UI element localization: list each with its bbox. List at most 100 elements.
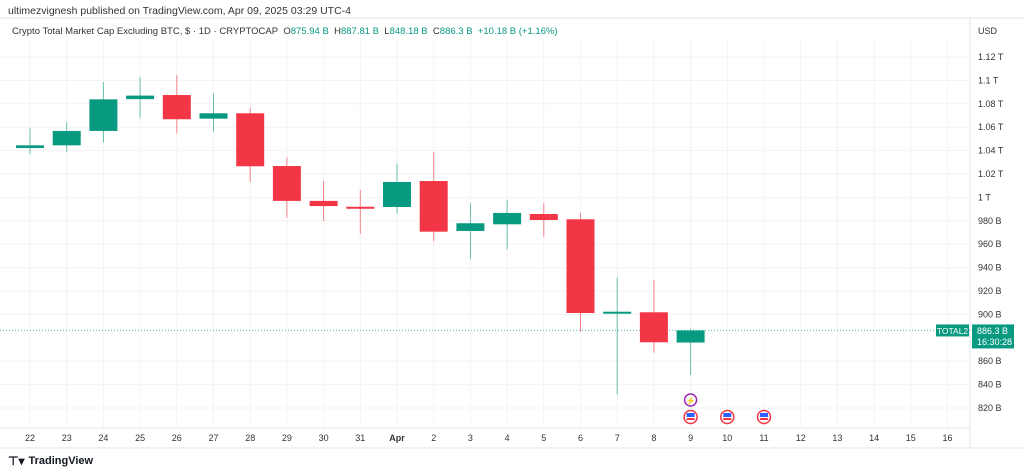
y-tick-label: 840 B [978, 380, 1002, 390]
y-tick-label: 900 B [978, 309, 1002, 319]
candle [199, 93, 228, 132]
symbol-tag-label: TOTAL2 [937, 326, 969, 336]
y-tick-label: 1.04 T [978, 146, 1004, 156]
candle-body [236, 113, 265, 167]
flag-canton [723, 413, 732, 417]
y-tick-label: 1.1 T [978, 75, 999, 85]
x-tick-label: 10 [722, 433, 732, 443]
candle-body [456, 223, 485, 231]
y-tick-label: 1.06 T [978, 122, 1004, 132]
x-tick-label: 22 [25, 433, 35, 443]
candle [419, 152, 448, 242]
close-value: 886.3 B [439, 26, 473, 37]
x-tick-label: 14 [869, 433, 879, 443]
flag-stripe [723, 418, 732, 420]
open-value: 875.94 B [290, 26, 329, 37]
x-tick-label: 25 [135, 433, 145, 443]
close-label: C [432, 26, 440, 37]
candle [676, 328, 705, 376]
x-tick-label: 28 [245, 433, 255, 443]
publish-info: ultimezvignesh published on TradingView.… [8, 5, 352, 17]
candle [346, 190, 375, 234]
candle-body [309, 200, 338, 207]
candle-body [383, 181, 411, 207]
x-tick-label: Apr [389, 433, 405, 443]
x-tick-label: 3 [468, 433, 473, 443]
candle-body [162, 95, 191, 120]
x-tick-label: 2 [431, 433, 436, 443]
candle-body [529, 214, 558, 220]
candle [89, 82, 118, 143]
candle [529, 203, 558, 237]
brand-name: TradingView [28, 455, 94, 467]
y-tick-label: 820 B [978, 403, 1002, 413]
candle [236, 107, 265, 182]
x-tick-label: 26 [172, 433, 182, 443]
candle-body [639, 312, 668, 343]
y-tick-label: 980 B [978, 216, 1002, 226]
candle-body [126, 95, 155, 100]
low-value: 848.18 B [389, 26, 428, 37]
x-tick-label: 24 [98, 433, 108, 443]
y-tick-label: 960 B [978, 239, 1002, 249]
candle-body [199, 113, 228, 119]
candle-body [566, 219, 595, 313]
tradingview-footer[interactable]: ⊤▾ TradingView [8, 454, 93, 468]
change-value: +10.18 B (+1.16%) [477, 26, 558, 37]
x-tick-label: 30 [319, 433, 329, 443]
candle [309, 181, 338, 222]
price-tag [972, 324, 1014, 349]
flag-stripe [686, 418, 695, 420]
legend-title: Crypto Total Market Cap Excluding BTC, $… [12, 26, 279, 37]
x-tick-label: 8 [651, 433, 656, 443]
candle [456, 203, 485, 259]
x-tick-label: 7 [615, 433, 620, 443]
y-tick-label: 920 B [978, 286, 1002, 296]
candle [639, 280, 668, 353]
candle-body [419, 181, 448, 232]
y-tick-label: 860 B [978, 356, 1002, 366]
flag-stripe [760, 418, 768, 420]
price-tag-countdown: 16:30:28 [977, 337, 1012, 347]
x-tick-label: 15 [906, 433, 916, 443]
candle [16, 128, 44, 155]
candle [126, 77, 155, 118]
candle-body [52, 130, 81, 146]
candle-body [603, 311, 632, 314]
candle [272, 157, 301, 218]
y-tick-label: 1.02 T [978, 169, 1004, 179]
x-tick-label: 4 [505, 433, 510, 443]
candle-body [272, 166, 301, 201]
open-label: O [283, 26, 291, 37]
high-label: H [334, 26, 341, 37]
y-tick-label: 1.08 T [978, 99, 1004, 109]
x-tick-label: 9 [688, 433, 693, 443]
x-tick-label: 13 [832, 433, 842, 443]
y-tick-label: 1 T [978, 192, 991, 202]
currency-label[interactable]: USD [978, 26, 998, 36]
y-tick-label: 940 B [978, 263, 1002, 273]
candle-body [676, 330, 705, 343]
x-tick-label: 23 [62, 433, 72, 443]
candle [493, 200, 522, 250]
candle-body [346, 206, 375, 209]
candle [566, 212, 595, 332]
candle [383, 163, 411, 214]
tradingview-logo-icon: ⊤▾ [8, 454, 25, 468]
x-tick-label: 16 [942, 433, 952, 443]
low-label: L [384, 26, 390, 37]
x-tick-label: 29 [282, 433, 292, 443]
lightning-glyph: ⚡ [686, 396, 696, 406]
x-tick-label: 11 [759, 433, 768, 443]
x-tick-label: 6 [578, 433, 583, 443]
price-tag-value: 886.3 B [977, 326, 1008, 336]
x-tick-label: 31 [355, 433, 365, 443]
candle-body [89, 99, 118, 131]
y-tick-label: 1.12 T [978, 52, 1004, 62]
flag-canton [760, 413, 768, 417]
flag-canton [686, 413, 695, 417]
chart-legend: Crypto Total Market Cap Excluding BTC, $… [12, 26, 558, 37]
high-value: 887.81 B [340, 26, 380, 37]
x-tick-label: 27 [208, 433, 218, 443]
